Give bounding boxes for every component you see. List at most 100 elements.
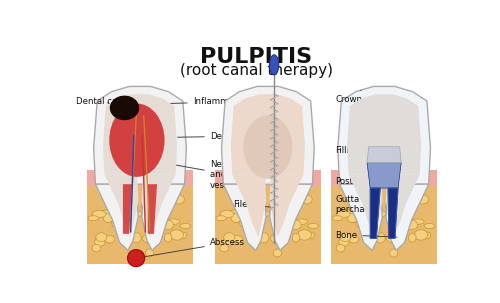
Ellipse shape — [301, 195, 312, 204]
Ellipse shape — [392, 223, 402, 227]
Ellipse shape — [292, 233, 300, 242]
Ellipse shape — [390, 249, 398, 257]
Ellipse shape — [350, 218, 364, 223]
Polygon shape — [94, 86, 186, 184]
Ellipse shape — [231, 213, 241, 222]
Polygon shape — [348, 175, 382, 237]
Ellipse shape — [170, 230, 183, 240]
Text: Filling: Filling — [336, 146, 374, 157]
Polygon shape — [224, 184, 266, 250]
Ellipse shape — [234, 218, 248, 223]
Ellipse shape — [276, 223, 285, 227]
Polygon shape — [148, 184, 157, 234]
Ellipse shape — [414, 230, 428, 240]
Ellipse shape — [308, 223, 318, 228]
Polygon shape — [231, 94, 305, 175]
Ellipse shape — [116, 217, 128, 225]
Ellipse shape — [131, 233, 141, 243]
Ellipse shape — [224, 233, 234, 242]
Ellipse shape — [280, 218, 288, 225]
Ellipse shape — [220, 244, 228, 252]
Ellipse shape — [251, 217, 260, 227]
Ellipse shape — [308, 232, 314, 239]
Ellipse shape — [347, 213, 358, 222]
Ellipse shape — [232, 236, 242, 243]
Ellipse shape — [396, 218, 404, 225]
Ellipse shape — [418, 195, 428, 204]
Ellipse shape — [339, 237, 349, 246]
Ellipse shape — [424, 223, 435, 228]
Polygon shape — [142, 184, 184, 250]
Ellipse shape — [164, 233, 172, 242]
Polygon shape — [270, 184, 312, 250]
Polygon shape — [340, 184, 382, 250]
Polygon shape — [88, 184, 192, 264]
Polygon shape — [338, 86, 430, 184]
Text: Nerves
and blood
vessels: Nerves and blood vessels — [149, 160, 252, 190]
Ellipse shape — [229, 210, 238, 216]
Ellipse shape — [290, 220, 301, 230]
Ellipse shape — [340, 233, 351, 242]
Ellipse shape — [110, 104, 164, 177]
Polygon shape — [215, 170, 320, 186]
Ellipse shape — [94, 237, 105, 246]
Ellipse shape — [123, 217, 132, 227]
Ellipse shape — [220, 210, 234, 218]
Text: Dentin: Dentin — [178, 132, 238, 141]
Ellipse shape — [375, 233, 386, 243]
Ellipse shape — [298, 230, 312, 240]
Ellipse shape — [243, 217, 256, 225]
Ellipse shape — [288, 208, 299, 215]
Polygon shape — [142, 175, 176, 237]
Polygon shape — [370, 188, 380, 238]
Ellipse shape — [96, 233, 107, 242]
Ellipse shape — [152, 218, 160, 225]
Ellipse shape — [146, 249, 154, 257]
Ellipse shape — [374, 210, 386, 217]
Ellipse shape — [141, 201, 156, 211]
Ellipse shape — [332, 216, 342, 221]
Text: Gutta
percha: Gutta percha — [336, 195, 376, 216]
Ellipse shape — [336, 244, 345, 252]
Polygon shape — [386, 184, 428, 250]
Ellipse shape — [106, 218, 120, 223]
Ellipse shape — [367, 217, 377, 227]
Text: Inflammation: Inflammation — [156, 97, 250, 106]
Ellipse shape — [257, 210, 270, 217]
Ellipse shape — [166, 219, 180, 224]
Polygon shape — [347, 94, 421, 175]
Polygon shape — [88, 170, 192, 186]
Polygon shape — [332, 170, 437, 186]
Polygon shape — [103, 94, 177, 175]
Ellipse shape — [407, 220, 418, 230]
Text: Dental caries: Dental caries — [76, 97, 134, 107]
Ellipse shape — [360, 217, 372, 225]
Ellipse shape — [110, 96, 139, 120]
Polygon shape — [386, 175, 420, 237]
Ellipse shape — [336, 210, 350, 218]
Ellipse shape — [386, 201, 400, 211]
Ellipse shape — [348, 236, 359, 243]
Text: Post: Post — [336, 177, 376, 199]
Ellipse shape — [103, 213, 114, 222]
Polygon shape — [332, 184, 437, 264]
Ellipse shape — [404, 208, 415, 215]
Ellipse shape — [112, 219, 124, 228]
Polygon shape — [104, 175, 138, 237]
Ellipse shape — [88, 216, 99, 221]
Text: Crown: Crown — [336, 90, 362, 104]
Ellipse shape — [104, 236, 115, 243]
Polygon shape — [367, 147, 401, 163]
Text: Abscess: Abscess — [139, 238, 245, 258]
Polygon shape — [215, 184, 320, 264]
Ellipse shape — [244, 115, 292, 179]
Ellipse shape — [270, 55, 278, 75]
Ellipse shape — [124, 190, 133, 200]
Polygon shape — [96, 184, 138, 250]
Ellipse shape — [216, 216, 226, 221]
Ellipse shape — [222, 237, 233, 246]
Text: Bone: Bone — [336, 231, 397, 239]
Ellipse shape — [92, 244, 101, 252]
Ellipse shape — [356, 219, 368, 228]
Ellipse shape — [368, 190, 378, 200]
